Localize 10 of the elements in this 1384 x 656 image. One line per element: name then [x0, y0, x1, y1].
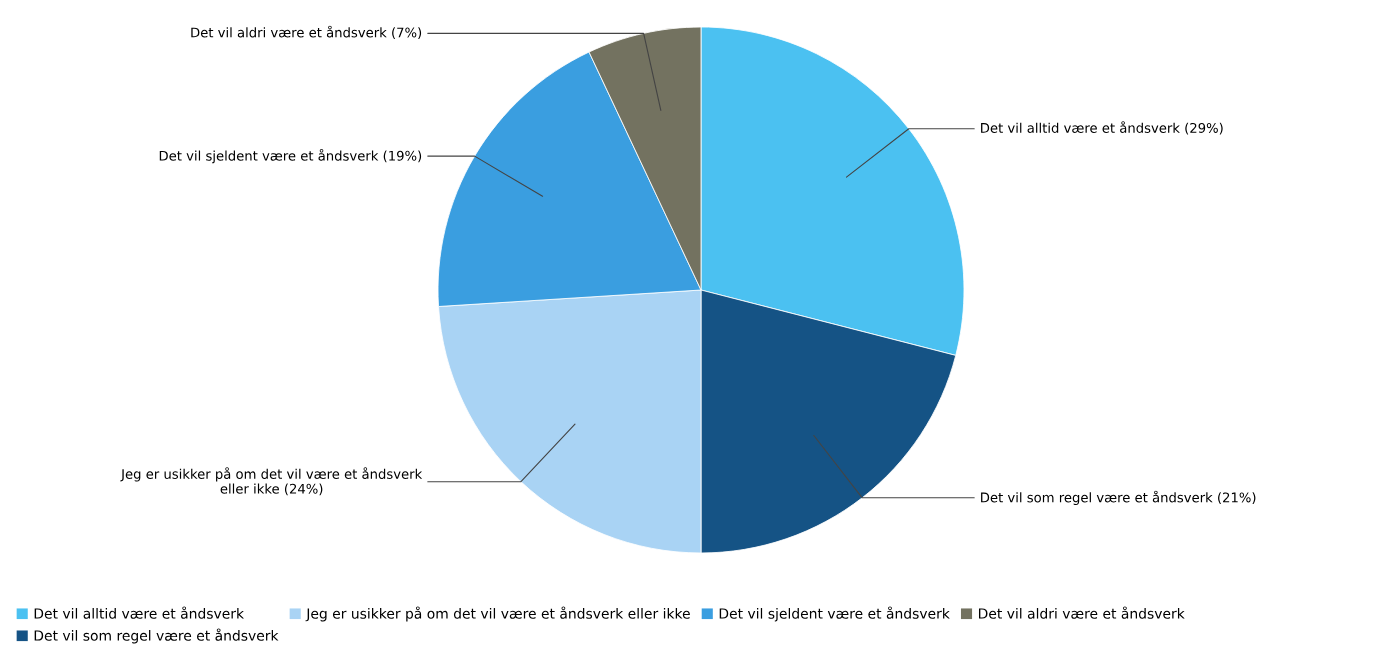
- data-label: Jeg er usikker på om det vil være et åndsverk eller ikke (24%): [120, 467, 423, 496]
- legend-label: Det vil aldri være et åndsverk: [978, 606, 1185, 619]
- legend-label: Jeg er usikker på om det vil være et åndsverk eller ikke: [305, 606, 690, 622]
- data-label: Det vil som regel være et åndsverk (21%): [981, 490, 1256, 505]
- data-label: Det vil sjeldent være et åndsverk (19%): [159, 148, 422, 164]
- data-label: Det vil alltid være et åndsverk (29%): [981, 121, 1223, 135]
- legend-label: Det vil sjeldent være et åndsverk: [719, 606, 950, 622]
- legend-label: Det vil som regel være et åndsverk: [34, 628, 279, 644]
- data-label: Det vil aldri være et åndsverk (7%): [191, 25, 422, 39]
- legend-label: Det vil alltid være et åndsverk: [34, 606, 244, 619]
